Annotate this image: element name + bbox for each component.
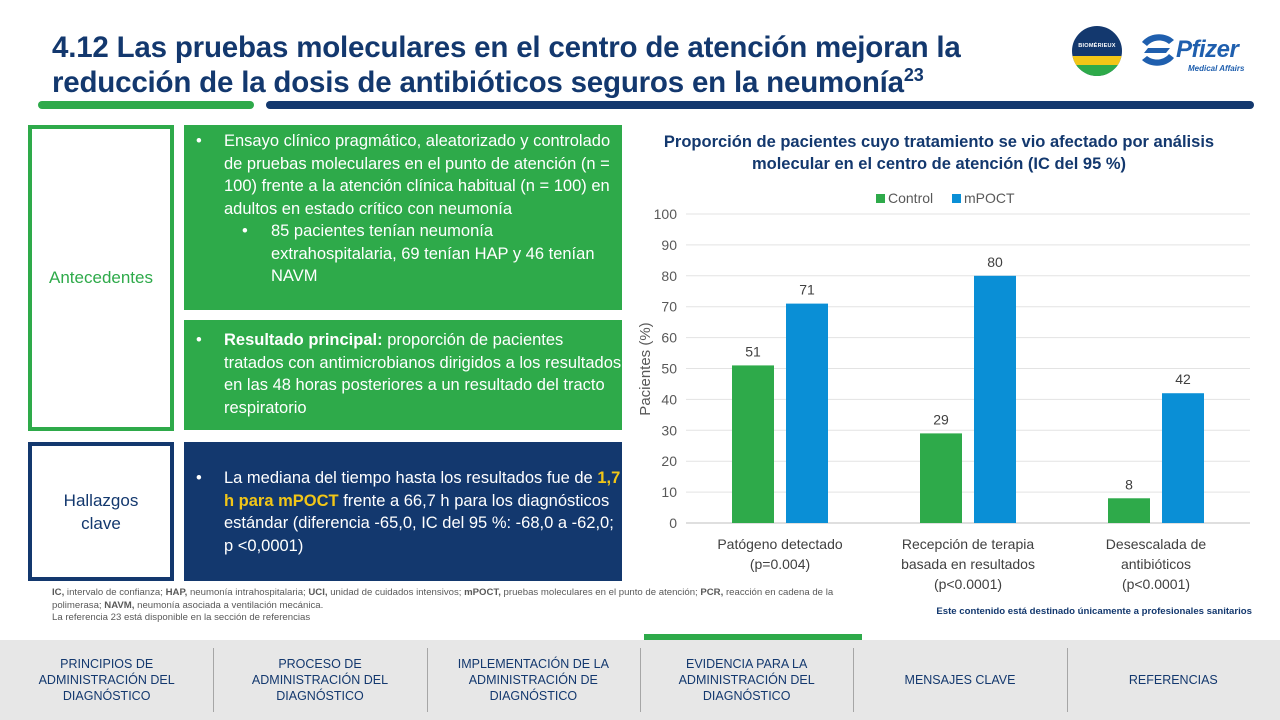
nav-item-6[interactable]: REFERENCIAS — [1128, 673, 1218, 687]
data-label: 42 — [1175, 371, 1191, 387]
slide-title: 4.12 Las pruebas moleculares en el centr… — [52, 30, 1072, 100]
y-tick-label: 30 — [661, 422, 677, 438]
legend-label: mPOCT — [964, 190, 1015, 206]
bar-mpoct — [974, 275, 1016, 523]
section-label-hallazgos: Hallazgos clave — [28, 442, 174, 581]
y-tick-label: 50 — [661, 361, 677, 377]
pfizer-logo: Pfizer Medical Affairs — [1136, 28, 1246, 76]
key-finding-highlight: 1,7 h para mPOCT — [224, 469, 621, 510]
title-rule-green — [38, 101, 254, 109]
nav-divider — [1066, 648, 1068, 712]
x-category-label: (p=0.004) — [750, 556, 810, 572]
y-tick-label: 100 — [654, 206, 678, 222]
x-category-label: Recepción de terapia — [902, 536, 1035, 552]
legend-swatch — [876, 194, 885, 203]
legend-label: Control — [888, 190, 933, 206]
title-reference: 23 — [903, 65, 924, 86]
y-tick-label: 0 — [669, 515, 677, 531]
y-tick-label: 10 — [661, 484, 677, 500]
footnote-definition: pruebas moleculares en el punto de atenc… — [500, 587, 701, 598]
x-category-label: Patógeno detectado — [717, 536, 843, 552]
x-category-label: (p<0.0001) — [1122, 576, 1190, 592]
footnote-term: NAVM, — [104, 599, 135, 611]
nav-item-3[interactable]: IMPLEMENTACIÓN DE LA ADMINISTRACIÓN DE D… — [457, 657, 609, 703]
key-finding-bullet: La mediana del tiempo hasta los resultad… — [184, 467, 622, 557]
legend-swatch — [952, 194, 961, 203]
y-tick-label: 40 — [661, 391, 677, 407]
background-panel-1: Ensayo clínico pragmático, aleatorizado … — [184, 125, 622, 310]
bar-mpoct — [786, 303, 828, 523]
bar-control — [732, 365, 774, 523]
footnote-definition: neumonía intrahospitalaria; — [187, 587, 309, 598]
nav-active-indicator — [644, 634, 862, 642]
y-tick-label: 80 — [661, 268, 677, 284]
nav-item-2[interactable]: PROCESO DE ADMINISTRACIÓN DEL DIAGNÓSTIC… — [251, 657, 389, 703]
slide-title-text: 4.12 Las pruebas moleculares en el centr… — [52, 31, 961, 99]
nav-divider — [853, 648, 855, 712]
key-finding-post: frente a 66,7 h para los diagnósticos es… — [224, 491, 614, 555]
nav-item-1[interactable]: PRINCIPIOS DE ADMINISTRACIÓN DEL DIAGNÓS… — [38, 657, 175, 703]
footnote: IC, intervalo de confianza; HAP, neumoní… — [52, 587, 864, 625]
primary-outcome-label: Resultado principal: — [224, 331, 383, 349]
data-label: 71 — [799, 282, 815, 298]
footnote-term: PCR, — [700, 587, 724, 598]
y-axis-label: Pacientes (%) — [637, 322, 654, 415]
x-category-label: Desescalada de — [1106, 536, 1207, 552]
section-label-antecedentes: Antecedentes — [28, 125, 174, 431]
data-label: 51 — [745, 343, 761, 359]
pfizer-subtitle: Medical Affairs — [1188, 64, 1245, 73]
footnote-definition: neumonía asociada a ventilación mecánica… — [134, 599, 324, 611]
footnote-definition: unidad de cuidados intensivos; — [327, 587, 465, 598]
footnote-term: HAP, — [165, 587, 188, 598]
nav-divider — [426, 648, 428, 712]
y-tick-label: 70 — [661, 299, 677, 315]
y-tick-label: 90 — [661, 237, 677, 253]
x-category-label: (p<0.0001) — [934, 576, 1002, 592]
pfizer-wordmark: Pfizer — [1176, 36, 1239, 63]
primary-outcome-text: proporción de pacientes tratados con ant… — [224, 331, 622, 417]
footnote-term: UCI, — [308, 587, 328, 598]
nav-divider — [213, 648, 215, 712]
x-category-label: antibióticos — [1121, 556, 1191, 572]
chart-title: Proporción de pacientes cuyo tratamiento… — [663, 133, 1215, 173]
professional-disclaimer: Este contenido está destinado únicamente… — [936, 606, 1252, 617]
data-label: 8 — [1125, 476, 1133, 492]
nav-item-5[interactable]: MENSAJES CLAVE — [904, 673, 1016, 687]
section-label-text: Hallazgos clave — [63, 490, 139, 533]
biomerieux-logo-text: BIOMÉRIEUX — [1078, 43, 1116, 49]
primary-outcome-bullet: Resultado principal: proporción de pacie… — [184, 329, 622, 419]
bar-mpoct — [1162, 393, 1204, 523]
footnote-definition: reacción en cadena de la polimerasa; — [52, 587, 834, 611]
data-label: 80 — [987, 254, 1003, 270]
footnote-definition: intervalo de confianza; — [64, 587, 166, 598]
nav-divider — [640, 648, 641, 712]
background-panel-2: Resultado principal: proporción de pacie… — [184, 320, 622, 430]
key-findings-panel: La mediana del tiempo hasta los resultad… — [184, 442, 622, 581]
nav-item-4[interactable]: EVIDENCIA PARA LA ADMINISTRACIÓN DEL DIA… — [678, 657, 815, 703]
y-tick-label: 20 — [661, 453, 677, 469]
background-bullet: Ensayo clínico pragmático, aleatorizado … — [184, 130, 622, 220]
key-finding-pre: La mediana del tiempo hasta los resultad… — [224, 469, 598, 487]
footnote-term: IC, — [52, 587, 65, 598]
x-category-label: basada en resultados — [901, 556, 1035, 572]
data-label: 29 — [933, 411, 949, 427]
pfizer-helix-icon — [1142, 34, 1174, 66]
title-rule-blue — [266, 101, 1254, 109]
biomerieux-logo: BIOMÉRIEUX — [1072, 26, 1122, 76]
bar-chart: 0 10 20 30 40 50 60 70 80 90 100 Pacientes (%) Contr… — [637, 190, 1250, 592]
footnote-term: mPOCT, — [464, 587, 501, 598]
footnote-reference: La referencia 23 está disponible en la s… — [52, 612, 311, 623]
y-tick-label: 60 — [661, 330, 677, 346]
background-sub-bullet: 85 pacientes tenían neumonía extrahospit… — [184, 220, 622, 288]
section-label-text: Antecedentes — [49, 268, 153, 287]
bar-control — [1108, 498, 1150, 523]
bottom-navigation: PRINCIPIOS DE ADMINISTRACIÓN DEL DIAGNÓS… — [0, 640, 1280, 720]
footnote-abbreviations: IC, intervalo de confianza; HAP, neumoní… — [52, 587, 864, 612]
bar-control — [920, 433, 962, 523]
